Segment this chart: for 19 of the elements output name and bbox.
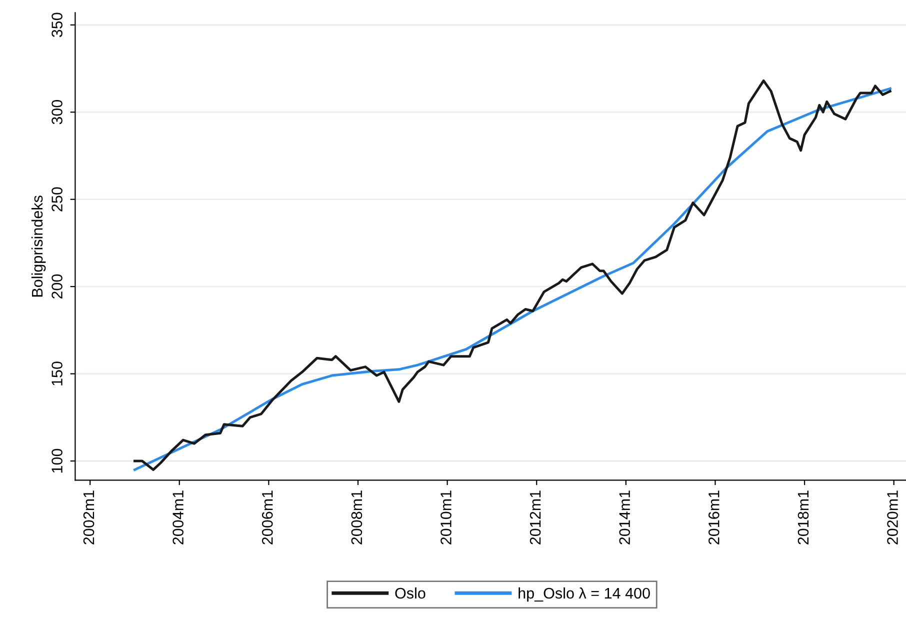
x-tick-label: 2006m1	[262, 490, 273, 544]
x-tick-label: 2004m1	[172, 490, 184, 544]
x-tick-label: 2020m1	[887, 490, 898, 544]
x-tick-label: 2012m1	[530, 490, 541, 544]
y-tick-label: 150	[52, 362, 62, 386]
y-tick-label: 100	[52, 448, 62, 473]
y-tick-label: 300	[52, 100, 62, 124]
x-tick-label: 2008m1	[351, 490, 362, 544]
y-tick-label: 200	[52, 274, 62, 299]
y-axis-title: Boligprisindeks	[31, 196, 46, 297]
x-tick-label: 2016m1	[708, 490, 720, 544]
x-tick-label: 2010m1	[440, 490, 452, 544]
x-tick-label: 2018m1	[798, 490, 809, 544]
y-tick-label: 250	[52, 187, 62, 212]
x-tick-label: 2002m1	[83, 490, 94, 544]
x-tick-label: 2014m1	[619, 490, 630, 544]
legend-label: Oslo	[395, 587, 426, 599]
legend-label: hp_Oslo λ = 14 400	[518, 587, 650, 602]
y-tick-label: 350	[52, 12, 62, 38]
